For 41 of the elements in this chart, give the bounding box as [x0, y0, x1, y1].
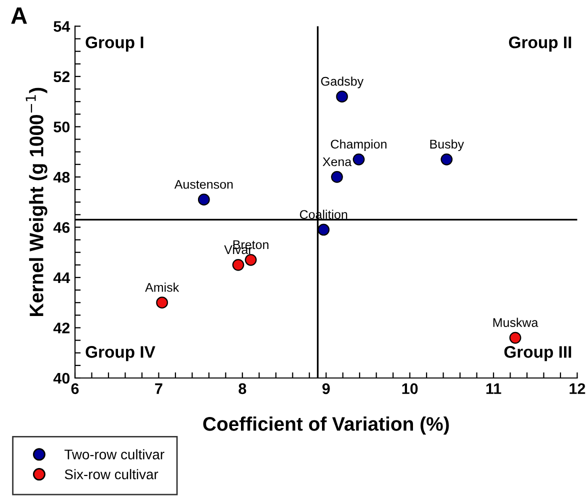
- x-tick-label: 7: [155, 383, 162, 394]
- annotation: Gadsby: [321, 76, 364, 88]
- y-tick-label: 40: [53, 372, 70, 384]
- point: [509, 332, 522, 344]
- x-tick-label: 11: [486, 383, 502, 394]
- y-tick-label: 46: [53, 222, 70, 233]
- x-tick-label: 10: [402, 383, 418, 394]
- x-tick-label: 9: [322, 383, 330, 394]
- y-tick-label: 44: [53, 272, 70, 284]
- legend-label: Six-row cultivar: [64, 469, 158, 480]
- x-tick-label: 8: [238, 383, 246, 394]
- x-tick-label: 6: [71, 383, 79, 394]
- y-tick-label: 48: [53, 172, 70, 183]
- annotation: Xena: [322, 157, 352, 166]
- legend-label: Two-row cultivar: [64, 449, 164, 460]
- x-axis-title: Coefficient of Variation (%): [203, 416, 449, 435]
- chart-title: A: [11, 8, 27, 24]
- y-tick-label: 50: [54, 122, 70, 132]
- y-axis-title: Kernel Weight (g 1000$^{−1}$): [26, 88, 48, 316]
- point: [336, 90, 348, 102]
- point: [440, 153, 453, 166]
- y-tick-label: 52: [54, 71, 70, 82]
- annotation: Amisk: [145, 282, 180, 292]
- annotation: Group I: [86, 36, 144, 52]
- point: [318, 224, 330, 236]
- point: [352, 153, 365, 166]
- x-tick-label: 12: [570, 383, 586, 394]
- annotation: Muskwa: [493, 318, 538, 327]
- point: [232, 258, 244, 271]
- annotation: Group IV: [86, 346, 156, 362]
- annotation: Busby: [430, 139, 464, 152]
- point: [331, 171, 343, 183]
- point: [198, 194, 210, 206]
- annotation: Champion: [330, 139, 386, 152]
- point: [156, 296, 168, 309]
- annotation: Group III: [504, 346, 572, 362]
- y-tick-label: 42: [53, 322, 70, 334]
- annotation: Austenson: [174, 180, 233, 189]
- y-tick-label: 54: [54, 21, 70, 32]
- point: [244, 254, 257, 266]
- annotation: Group II: [508, 36, 572, 52]
